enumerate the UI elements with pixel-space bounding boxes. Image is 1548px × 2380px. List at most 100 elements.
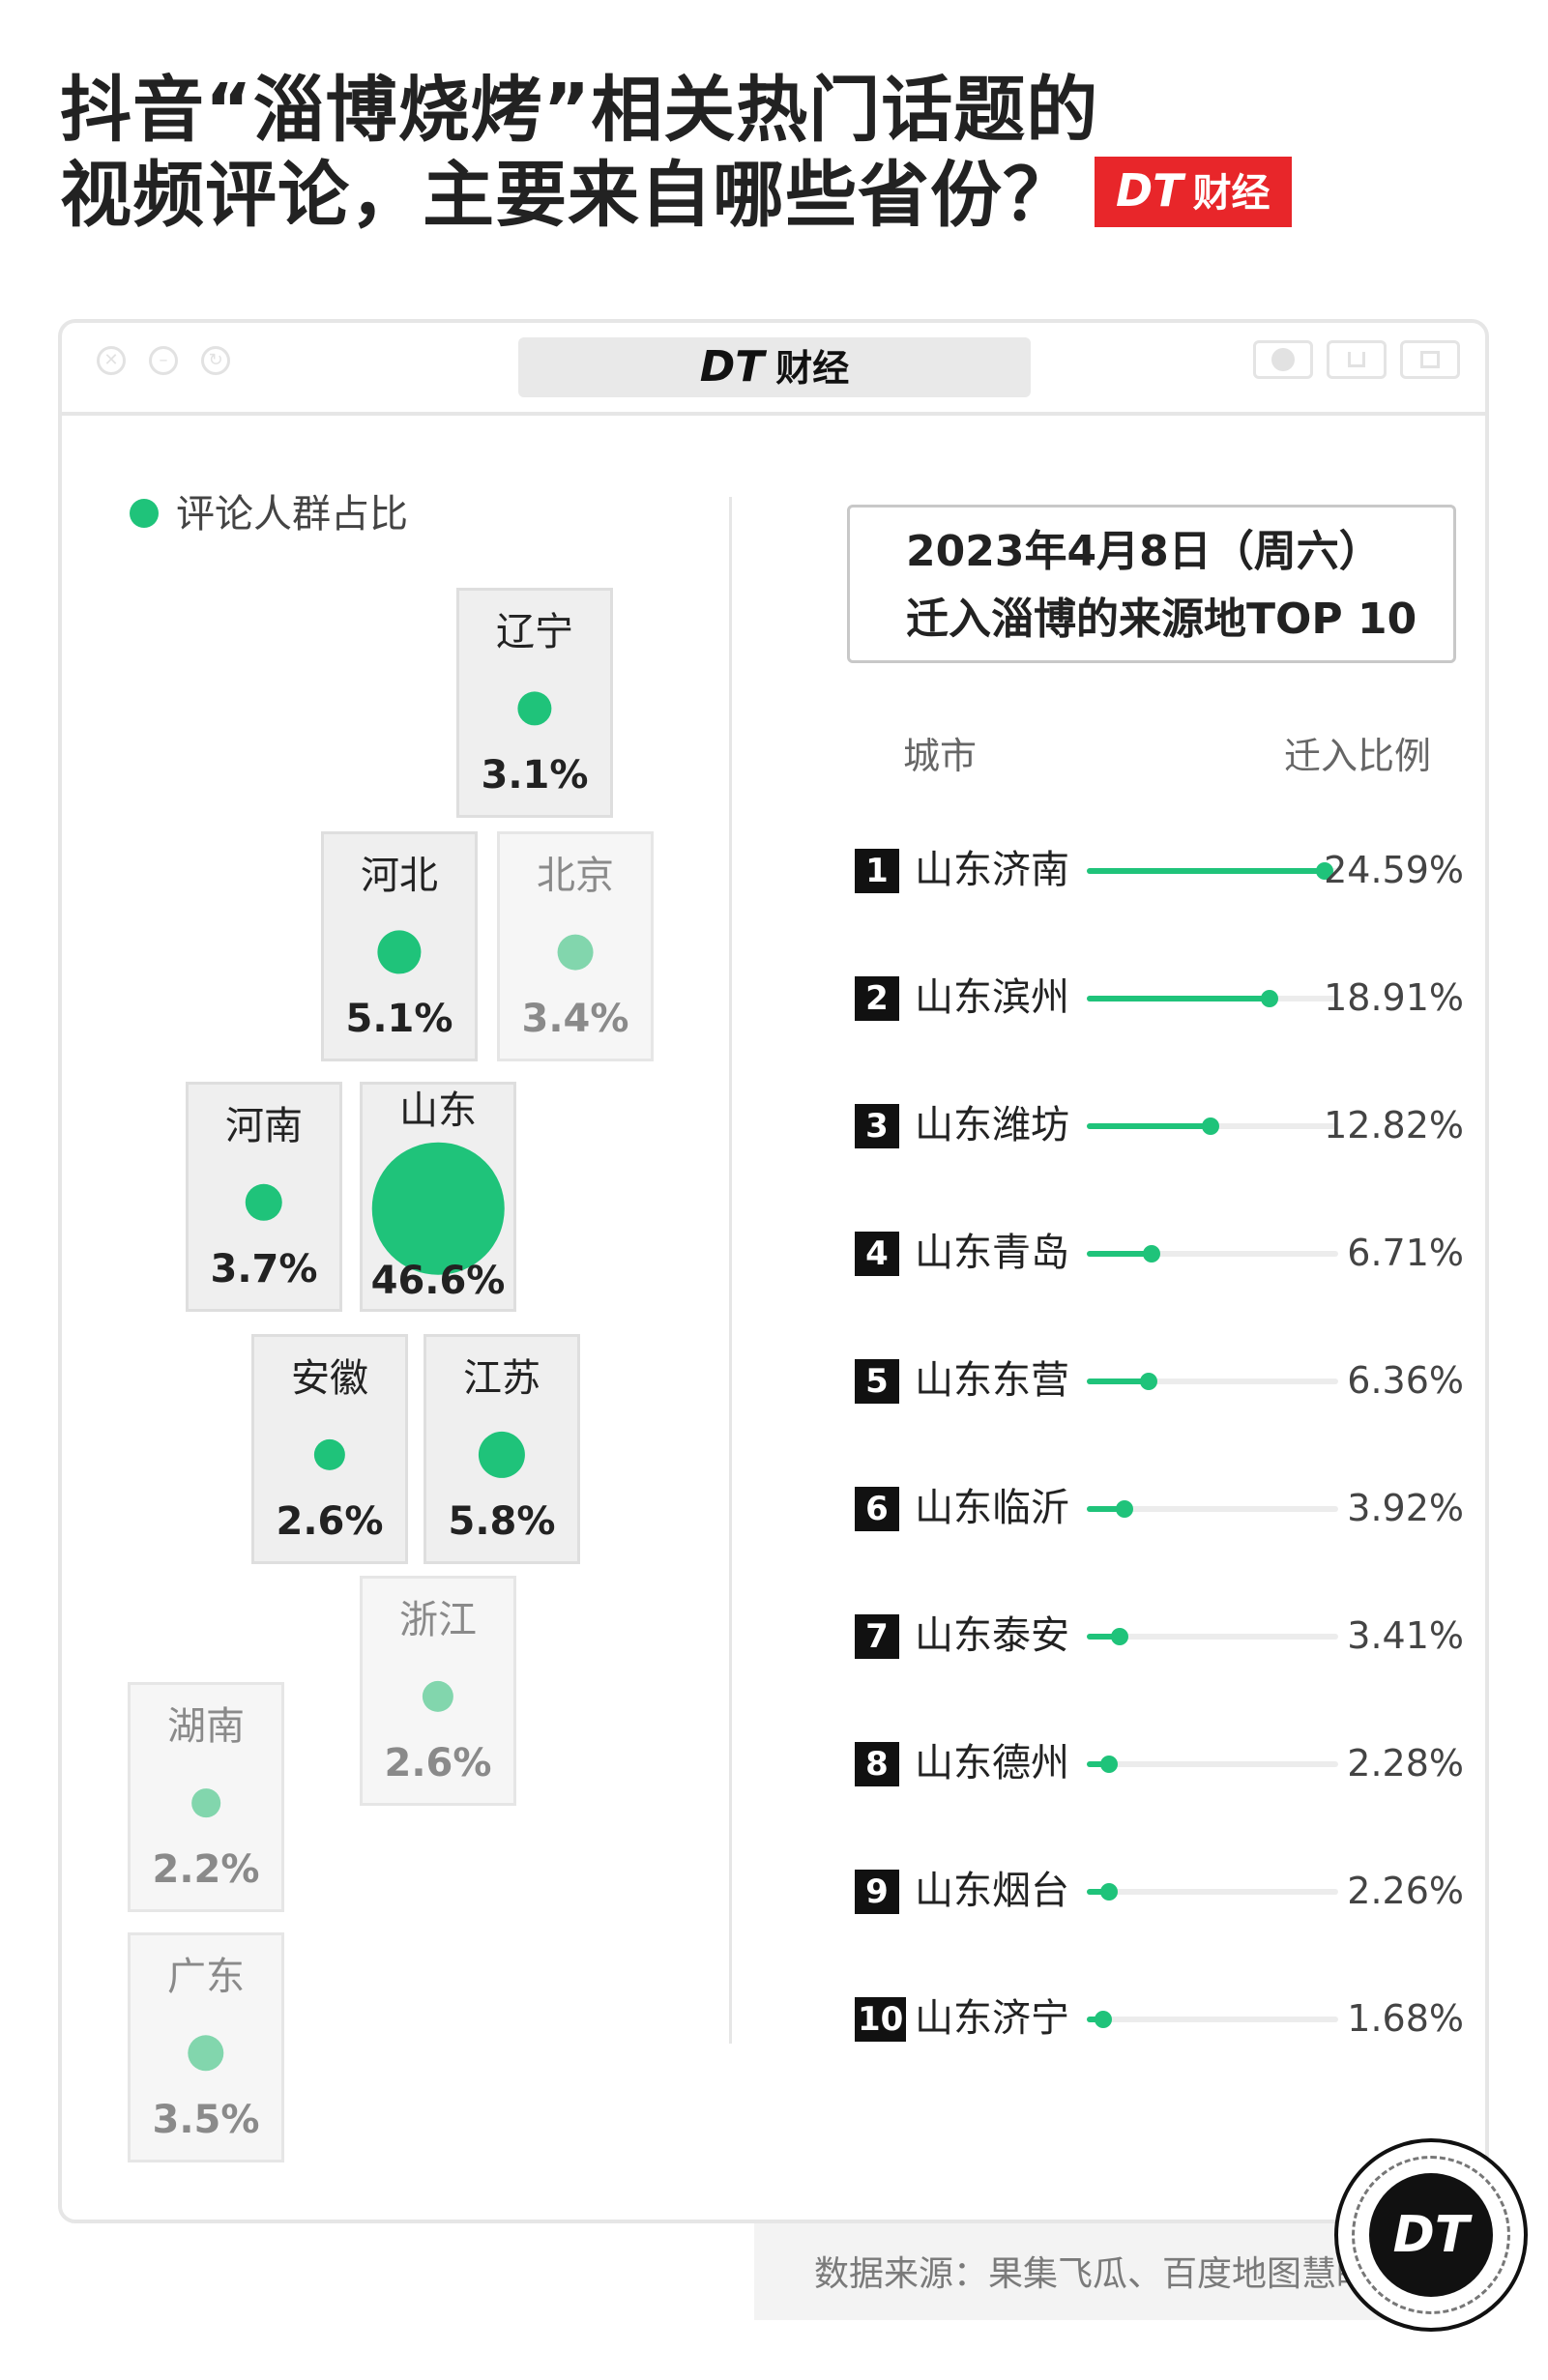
ratio-value: 6.71% bbox=[1347, 1232, 1464, 1274]
window-titlebar: ✕ – ↻ DT 财经 bbox=[62, 323, 1485, 416]
title-line-1: 抖音“淄博烧烤”相关热门话题的 bbox=[60, 69, 1099, 152]
province-bubble-map: 辽宁 3.1% 河北 5.1% 北京 3.4% 河南 3.7% 山东 46.6% 安徽 2.6% 江苏 5… bbox=[62, 323, 729, 2162]
window-title: DT 财经 bbox=[518, 337, 1031, 397]
bar-track bbox=[1087, 862, 1338, 880]
minimize-icon[interactable]: – bbox=[149, 346, 178, 375]
data-source: 数据来源：果集飞瓜、百度地图慧眼 bbox=[814, 2254, 1372, 2294]
ranking-row: 1 山东济南 24.59% bbox=[855, 841, 1464, 899]
title-line-2-text: 视频评论，主要来自哪些省份？ bbox=[60, 154, 1075, 237]
city-name: 山东青岛 bbox=[915, 1231, 1069, 1275]
legend-label: 评论人群占比 bbox=[176, 492, 408, 537]
bar-track bbox=[1087, 990, 1338, 1007]
logo-ring bbox=[1352, 2156, 1510, 2314]
ranking-row: 9 山东烟台 2.26% bbox=[855, 1862, 1464, 1920]
record-icon bbox=[1271, 348, 1295, 371]
ratio-value: 3.41% bbox=[1347, 1614, 1464, 1657]
ratio-value: 12.82% bbox=[1324, 1104, 1464, 1146]
ranking-row: 8 山东德州 2.28% bbox=[855, 1734, 1464, 1792]
brand-badge-text: 财经 bbox=[1192, 170, 1271, 216]
legend: 评论人群占比 bbox=[130, 485, 408, 543]
province-bubble bbox=[422, 1680, 454, 1713]
app-window: ✕ – ↻ DT 财经 评论人群占比 辽宁 3.1% 河北 5.1% 北京 3.4% 河南 3.… bbox=[58, 319, 1489, 2223]
province-bubble bbox=[478, 1431, 526, 1479]
window-title-dt: DT bbox=[699, 342, 765, 392]
province-tile: 北京 3.4% bbox=[497, 831, 654, 1061]
province-tile: 辽宁 3.1% bbox=[456, 588, 613, 818]
bar-track bbox=[1087, 1373, 1338, 1390]
rank-badge: 5 bbox=[855, 1359, 899, 1404]
rank-badge: 10 bbox=[855, 1997, 907, 2042]
city-name: 山东东营 bbox=[915, 1358, 1069, 1403]
city-name: 山东潍坊 bbox=[915, 1103, 1069, 1147]
bar-knob bbox=[1099, 1883, 1118, 1901]
close-icon[interactable]: ✕ bbox=[97, 346, 126, 375]
province-name: 湖南 bbox=[167, 1704, 245, 1749]
province-bubble bbox=[377, 930, 422, 974]
bar-fill bbox=[1087, 1506, 1125, 1512]
bar-fill bbox=[1087, 1634, 1121, 1640]
bar-knob bbox=[1315, 862, 1333, 880]
province-bubble bbox=[245, 1183, 283, 1222]
ratio-value: 18.91% bbox=[1324, 976, 1464, 1019]
share-button[interactable] bbox=[1327, 340, 1387, 379]
ranking-title-box: 2023年4月8日（周六） 迁入淄博的来源地TOP 10 bbox=[847, 505, 1456, 663]
province-name: 浙江 bbox=[399, 1598, 477, 1642]
bar-track bbox=[1087, 1628, 1338, 1645]
city-name: 山东烟台 bbox=[915, 1869, 1069, 1913]
ranking-row: 10 山东济宁 1.68% bbox=[855, 1989, 1464, 2047]
bar-fill bbox=[1087, 996, 1271, 1001]
bar-fill bbox=[1087, 1251, 1153, 1257]
window-title-text: 财经 bbox=[775, 347, 850, 390]
province-tile: 河南 3.7% bbox=[186, 1082, 342, 1312]
province-name: 安徽 bbox=[291, 1356, 368, 1401]
city-name: 山东泰安 bbox=[915, 1613, 1069, 1658]
province-value: 3.4% bbox=[521, 997, 629, 1041]
province-bubble bbox=[517, 691, 552, 726]
bar-knob bbox=[1261, 990, 1279, 1007]
bar-track bbox=[1087, 2011, 1338, 2028]
province-value: 3.1% bbox=[481, 753, 589, 798]
bar-fill bbox=[1087, 1123, 1212, 1129]
province-value: 2.2% bbox=[152, 1847, 260, 1892]
panel-divider bbox=[729, 497, 732, 2044]
province-tile: 湖南 2.2% bbox=[128, 1682, 284, 1912]
source-tab bbox=[754, 2223, 1392, 2320]
bar-fill bbox=[1087, 1379, 1149, 1384]
province-bubble bbox=[371, 1142, 505, 1275]
share-icon bbox=[1348, 352, 1365, 367]
dt-logo: DT bbox=[1334, 2138, 1528, 2332]
province-name: 北京 bbox=[537, 854, 614, 898]
ranking-row: 2 山东滨州 18.91% bbox=[855, 969, 1464, 1027]
city-name: 山东济南 bbox=[915, 848, 1069, 892]
ranking-title-line-2: 迁入淄博的来源地TOP 10 bbox=[906, 595, 1417, 644]
bar-knob bbox=[1202, 1117, 1220, 1135]
brand-badge: DT 财经 bbox=[1095, 156, 1292, 227]
bar-fill bbox=[1087, 1761, 1109, 1767]
record-button[interactable] bbox=[1253, 340, 1313, 379]
province-value: 5.8% bbox=[448, 1499, 556, 1544]
rank-badge: 1 bbox=[855, 849, 899, 893]
ranking-row: 5 山东东营 6.36% bbox=[855, 1351, 1464, 1409]
province-name: 河北 bbox=[361, 854, 438, 898]
brand-badge-dt: DT bbox=[1116, 163, 1183, 217]
rank-badge: 7 bbox=[855, 1614, 899, 1659]
province-value: 5.1% bbox=[345, 997, 453, 1041]
province-tile: 浙江 2.6% bbox=[360, 1576, 516, 1806]
copy-button[interactable] bbox=[1400, 340, 1460, 379]
ratio-value: 2.28% bbox=[1347, 1742, 1464, 1785]
logo-text: DT bbox=[1369, 2173, 1493, 2297]
province-value: 46.6% bbox=[370, 1259, 506, 1303]
title-line-2: 视频评论，主要来自哪些省份？ DT 财经 bbox=[60, 153, 1292, 238]
province-name: 江苏 bbox=[463, 1356, 540, 1401]
province-name: 辽宁 bbox=[496, 610, 573, 654]
maximize-icon[interactable]: ↻ bbox=[201, 346, 230, 375]
ratio-value: 6.36% bbox=[1347, 1359, 1464, 1402]
city-name: 山东临沂 bbox=[915, 1486, 1069, 1530]
province-name: 河南 bbox=[225, 1104, 303, 1148]
ratio-value: 3.92% bbox=[1347, 1487, 1464, 1529]
ranking-row: 7 山东泰安 3.41% bbox=[855, 1607, 1464, 1665]
bar-track bbox=[1087, 1117, 1338, 1135]
province-tile: 江苏 5.8% bbox=[424, 1334, 580, 1564]
province-tile: 广东 3.5% bbox=[128, 1932, 284, 2162]
bar-fill bbox=[1087, 868, 1325, 874]
